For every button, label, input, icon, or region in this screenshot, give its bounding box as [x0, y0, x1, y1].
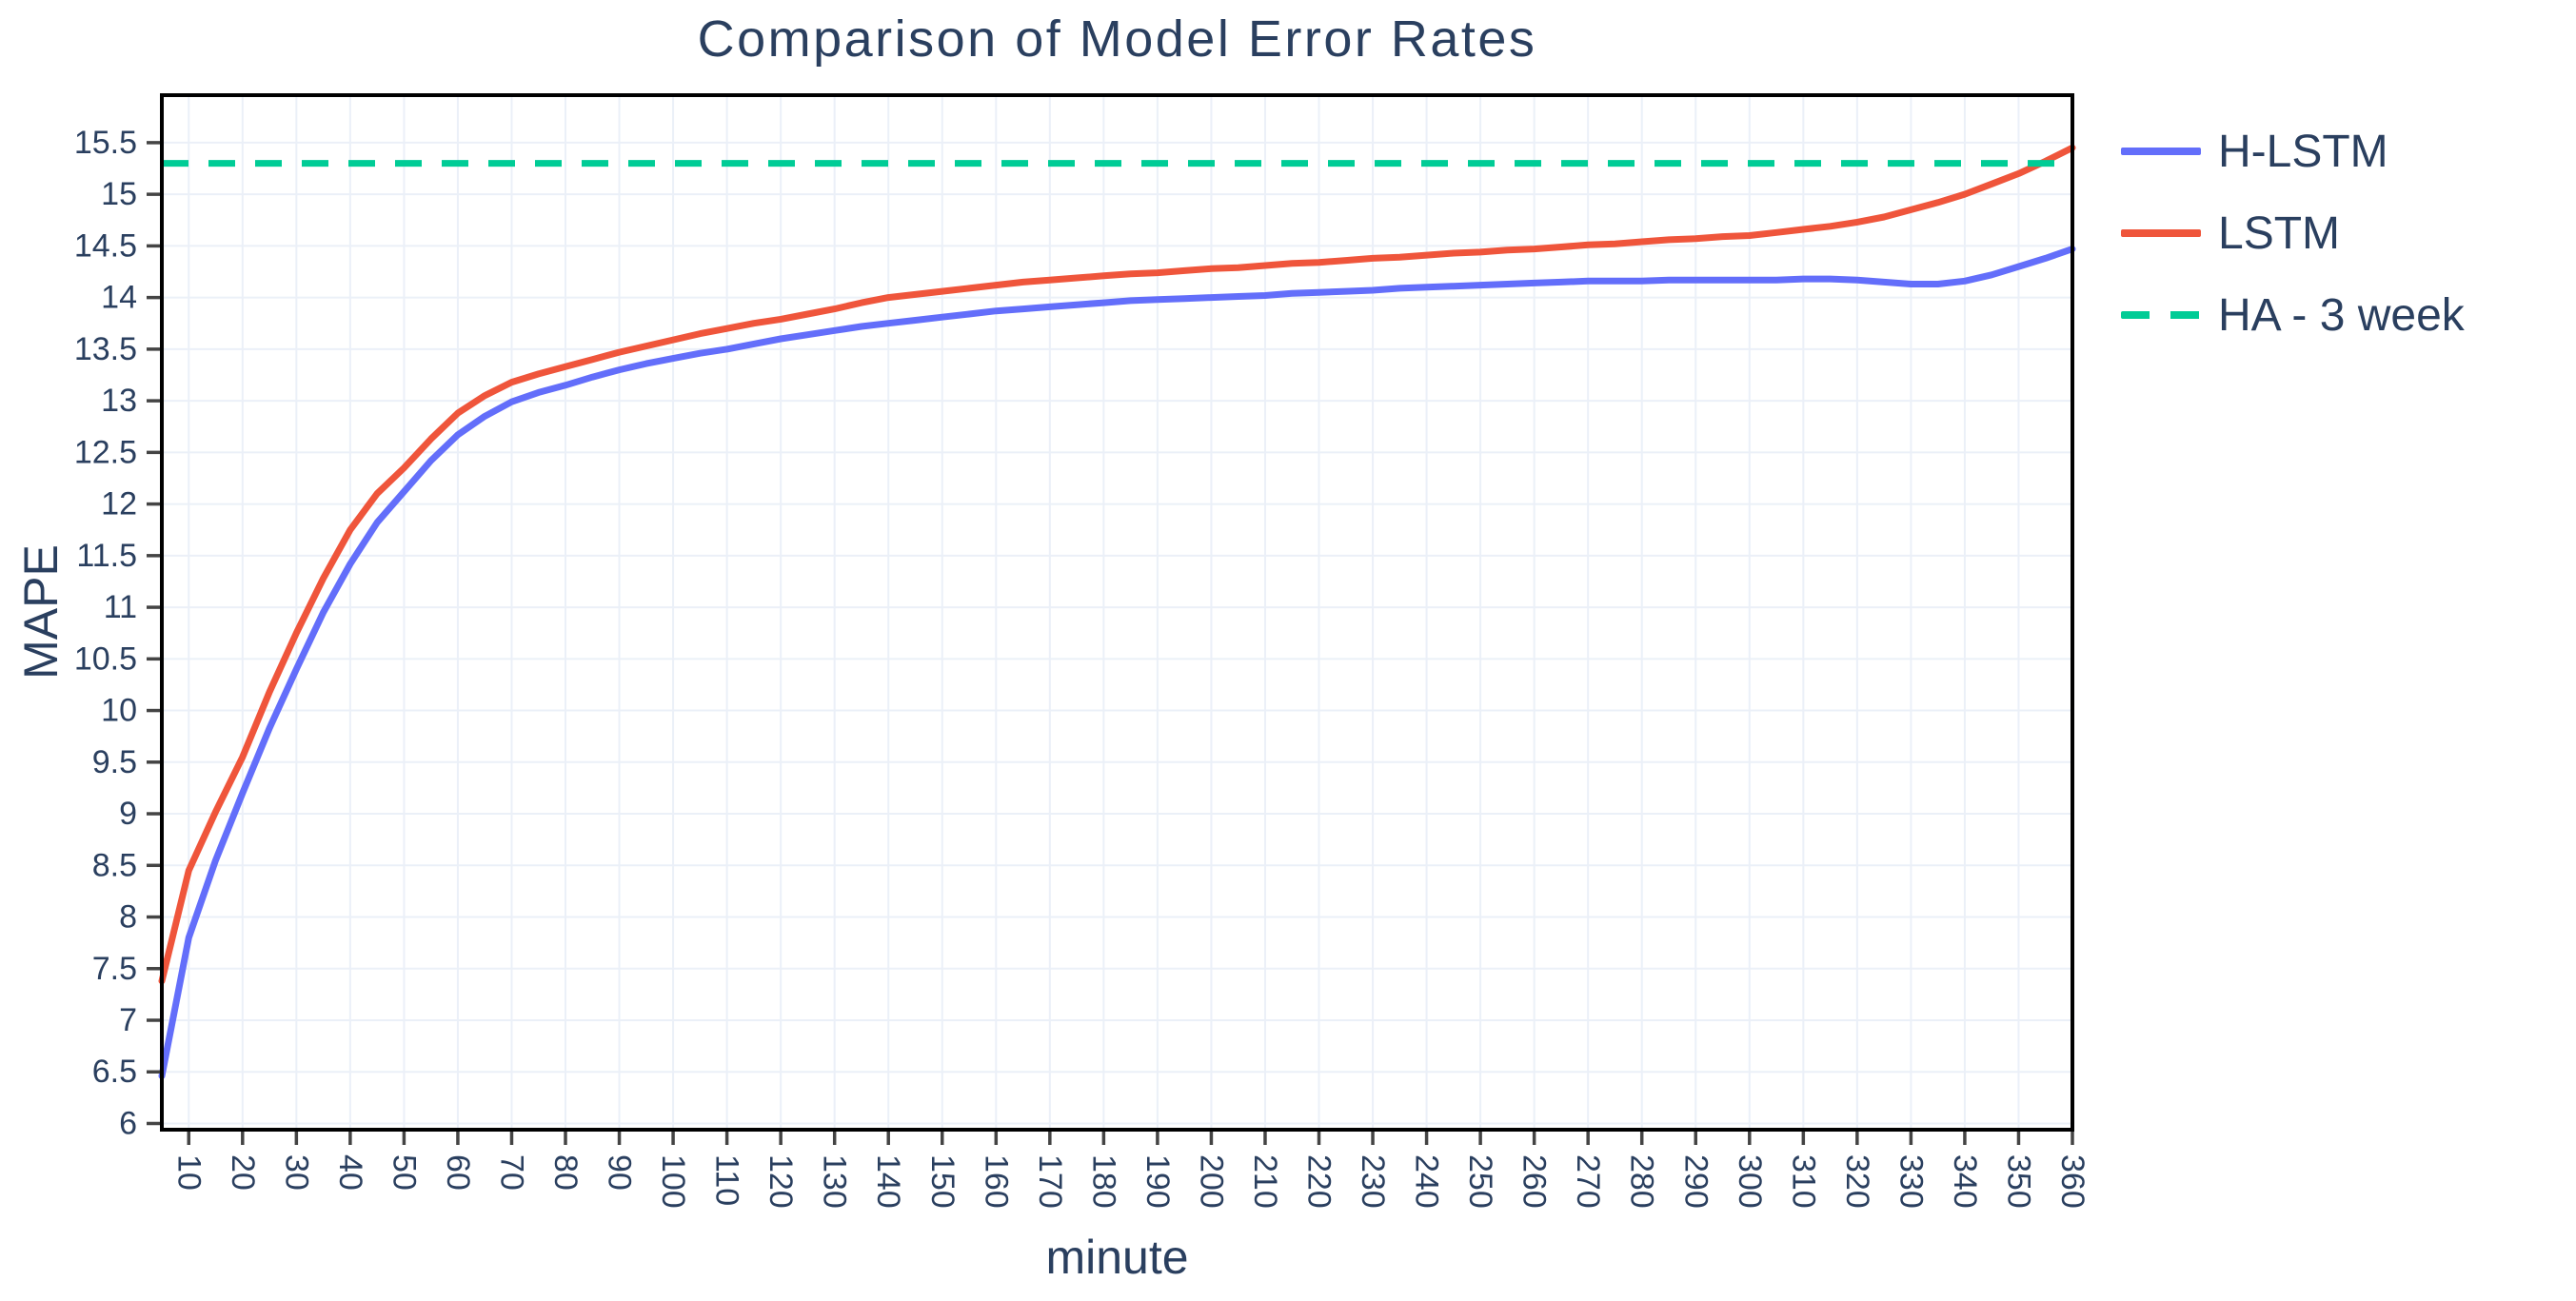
y-tick-label: 7	[119, 1002, 137, 1038]
y-axis-title: MAPE	[14, 544, 68, 680]
plot-border	[160, 93, 2074, 1132]
x-tick-label: 240	[1409, 1154, 1445, 1209]
y-tick-label: 8.5	[92, 847, 137, 883]
y-tick-label: 10.5	[74, 641, 137, 677]
legend-label: LSTM	[2218, 207, 2341, 259]
y-tick-label: 12.5	[74, 434, 137, 470]
y-tick-label: 13	[101, 383, 137, 419]
x-tick-label: 130	[817, 1154, 853, 1209]
y-tick-label: 7.5	[92, 951, 137, 987]
y-tick-label: 6	[119, 1105, 137, 1141]
x-tick-label: 320	[1839, 1154, 1875, 1209]
x-tick-label: 360	[2054, 1154, 2091, 1209]
gridlines	[162, 95, 2073, 1130]
legend-swatch	[2121, 148, 2201, 155]
y-tick-label: 14	[101, 280, 137, 316]
x-tick-label: 110	[709, 1154, 745, 1206]
x-tick-label: 40	[332, 1154, 368, 1191]
x-tick-label: 210	[1247, 1154, 1283, 1209]
x-tick-label: 150	[924, 1154, 961, 1209]
x-tick-label: 270	[1570, 1154, 1606, 1209]
x-tick-label: 250	[1462, 1154, 1498, 1209]
axis-ticks	[147, 141, 2074, 1145]
series-line-lstm	[158, 144, 2076, 985]
legend-label: HA - 3 week	[2218, 289, 2465, 341]
x-tick-label: 230	[1355, 1154, 1391, 1209]
x-tick-label: 160	[978, 1154, 1014, 1209]
x-tick-label: 180	[1085, 1154, 1121, 1209]
legend: H-LSTM LSTM HA - 3 week	[2121, 110, 2465, 356]
x-axis-title: minute	[1045, 1231, 1189, 1284]
y-tick-label: 13.5	[74, 331, 137, 367]
legend-item-h-lstm[interactable]: H-LSTM	[2121, 110, 2465, 192]
y-tick-label: 8	[119, 899, 137, 936]
legend-item-ha-3-week[interactable]: HA - 3 week	[2121, 274, 2465, 356]
x-tick-label: 220	[1301, 1154, 1338, 1209]
x-tick-label: 120	[763, 1154, 799, 1209]
y-tick-label: 10	[101, 693, 137, 729]
chart-title: Comparison of Model Error Rates	[697, 10, 1537, 68]
y-tick-label: 12	[101, 486, 137, 522]
x-tick-label: 80	[547, 1154, 584, 1191]
legend-label: H-LSTM	[2218, 126, 2388, 177]
x-tick-label: 90	[602, 1154, 638, 1191]
axis-tick-labels: 6 6.5 7 7.5 8 8.5 9 9.5 10 10.5 11 11.5 12 12.5 13 13.5…	[74, 125, 2091, 1209]
x-tick-label: 10	[170, 1154, 207, 1191]
x-tick-label: 190	[1139, 1154, 1176, 1209]
y-tick-label: 11.5	[76, 538, 137, 574]
legend-item-lstm[interactable]: LSTM	[2121, 192, 2465, 274]
x-tick-label: 30	[278, 1154, 314, 1191]
x-tick-label: 200	[1193, 1154, 1229, 1209]
legend-swatch	[2121, 229, 2201, 237]
x-tick-label: 350	[2000, 1154, 2036, 1209]
x-tick-label: 100	[655, 1154, 691, 1209]
x-tick-label: 290	[1677, 1154, 1714, 1209]
x-tick-label: 280	[1624, 1154, 1660, 1209]
y-tick-label: 15	[101, 176, 137, 212]
x-tick-label: 50	[386, 1154, 422, 1191]
x-tick-label: 260	[1516, 1154, 1553, 1209]
x-tick-label: 20	[225, 1154, 261, 1191]
x-tick-label: 60	[440, 1154, 476, 1191]
x-tick-label: 170	[1032, 1154, 1068, 1209]
x-tick-label: 340	[1947, 1154, 1983, 1209]
y-tick-label: 14.5	[74, 227, 137, 264]
series-line-h-lstm	[158, 246, 2076, 1080]
y-tick-label: 9.5	[92, 744, 137, 780]
y-tick-label: 6.5	[92, 1054, 137, 1090]
x-tick-label: 70	[493, 1154, 529, 1191]
x-tick-label: 140	[870, 1154, 906, 1209]
y-tick-label: 15.5	[74, 125, 137, 161]
x-tick-label: 310	[1785, 1154, 1821, 1209]
legend-swatch	[2121, 311, 2201, 319]
data-series	[158, 144, 2076, 1080]
y-tick-label: 9	[119, 796, 137, 832]
axis-frame	[160, 93, 2074, 1132]
y-tick-label: 11	[104, 589, 137, 625]
x-tick-label: 330	[1892, 1154, 1929, 1209]
x-tick-label: 300	[1732, 1154, 1768, 1209]
